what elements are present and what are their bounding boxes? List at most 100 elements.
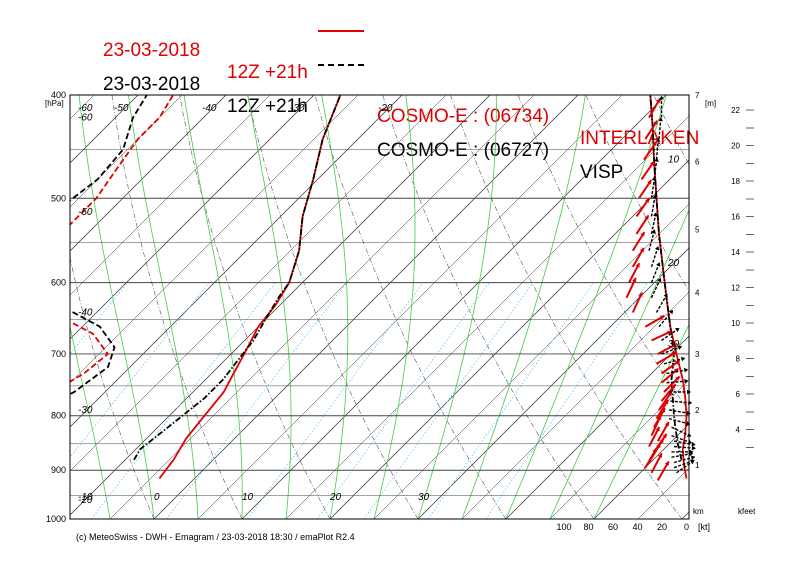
visp-temperature-line <box>133 95 342 461</box>
height-km-tick: 1 <box>695 461 700 470</box>
dry-adiabat <box>179 95 331 519</box>
wind-barb-head <box>668 309 674 315</box>
wind-barb-head <box>673 368 679 373</box>
pressure-tick-label: 1000 <box>46 514 66 524</box>
wind-barb-head <box>658 117 663 122</box>
height-km-tick: 5 <box>695 226 700 235</box>
footer-credit: (c) MeteoSwiss - DWH - Emagram / 23-03-2… <box>76 532 355 542</box>
plot-frame <box>69 94 690 520</box>
wind-axis-tick: 0 <box>684 522 689 532</box>
moist-adiabat <box>128 95 199 519</box>
wind-barb-head <box>655 427 660 432</box>
wind-barb-head <box>656 98 661 103</box>
kfeet-tick: 8 <box>736 355 741 364</box>
wind-barb-head <box>675 376 680 381</box>
isotherm <box>593 423 689 519</box>
wind-barb-head <box>662 433 667 439</box>
wind-barb-head <box>667 330 672 335</box>
pressure-tick-label: 500 <box>51 193 66 203</box>
wind-barb-head <box>672 343 678 348</box>
wind-barb-head <box>684 367 689 373</box>
wind-barb-head <box>690 455 696 460</box>
wind-barb-head <box>663 293 668 298</box>
mixing-ratio-label: 30 <box>668 339 680 350</box>
wind-axis-tick: 40 <box>632 522 642 532</box>
wind-barb-head <box>667 391 672 397</box>
legend-model: COSMO-E : (06734) <box>377 106 550 127</box>
dry-adiabat <box>382 95 595 519</box>
isotherm <box>637 467 689 519</box>
wind-barb-head <box>671 384 676 389</box>
isotherm <box>726 95 800 519</box>
interlaken-temperature-line <box>158 95 342 479</box>
pressure-tick-label: 900 <box>51 465 66 475</box>
pressure-tick-label: 800 <box>51 411 66 421</box>
isotherm <box>417 247 689 519</box>
wind-barb-head <box>659 95 664 100</box>
wind-barb-head <box>659 315 665 320</box>
moist-adiabat <box>417 95 497 519</box>
temperature-label: -20 <box>78 495 93 506</box>
isotherm <box>70 95 271 296</box>
isotherm <box>70 95 359 384</box>
temperature-label: 30 <box>418 492 430 503</box>
wind-axis-tick: 20 <box>657 522 667 532</box>
mixing-ratio-line <box>166 282 348 519</box>
moist-adiabat <box>247 95 292 519</box>
kfeet-tick: 20 <box>731 142 740 151</box>
wind-barb-head <box>638 292 643 297</box>
temperature-label: -40 <box>202 103 217 114</box>
kfeet-label: kfeet <box>738 507 756 516</box>
mixing-ratio-line <box>247 282 424 519</box>
dry-adiabat <box>0 95 66 519</box>
isotherm <box>70 95 139 164</box>
legend-line-solid-sample <box>318 30 364 32</box>
mixing-ratio-line <box>427 282 594 519</box>
wind-barb-head <box>675 360 680 365</box>
interlaken-dewpoint-line <box>70 95 174 383</box>
wind-axis-tick: 80 <box>583 522 593 532</box>
isotherm <box>70 95 315 340</box>
wind-barb-head <box>639 247 644 253</box>
wind-barb-head <box>691 441 696 447</box>
mixing-ratio-line <box>316 282 490 519</box>
isotherm <box>70 95 227 252</box>
isotherm <box>770 95 800 519</box>
mixing-ratio-line <box>90 282 276 519</box>
kfeet-tick: 12 <box>731 284 740 293</box>
wind-barb-head <box>677 345 683 350</box>
height-km-tick: 6 <box>695 158 700 167</box>
isotherm <box>285 115 689 519</box>
wind-barb-head <box>656 262 661 267</box>
wind-barb-head <box>652 141 657 147</box>
isotherm <box>70 95 403 428</box>
dry-adiabat <box>721 95 800 519</box>
wind-barb-head <box>657 277 662 283</box>
kfeet-tick: 18 <box>731 177 740 186</box>
pressure-tick-label: 700 <box>51 349 66 359</box>
isotherm <box>681 511 689 519</box>
isotherm <box>505 335 689 519</box>
moist-adiabat <box>321 95 349 519</box>
wind-barb-head <box>632 277 637 283</box>
temperature-label: 0 <box>154 492 160 503</box>
temperature-label: -30 <box>290 103 305 114</box>
mixing-ratio-line <box>70 282 210 459</box>
kfeet-tick: 22 <box>731 106 740 115</box>
isotherm <box>241 95 667 519</box>
moist-adiabat <box>461 95 586 519</box>
mixing-ratio-line <box>485 282 649 519</box>
wind-barb-head <box>658 453 663 458</box>
wind-barb-head <box>691 445 696 451</box>
temperature-label: -20 <box>378 103 393 114</box>
wind-axis-tick: 60 <box>608 522 618 532</box>
mixing-ratio-label: 10 <box>668 155 680 166</box>
wind-axis-tick: 100 <box>556 522 571 532</box>
wind-barb-head <box>664 422 669 427</box>
wind-barb-head <box>661 408 666 413</box>
dry-adiabat <box>789 95 800 519</box>
wind-barb-head <box>671 352 676 357</box>
wind-barb-head <box>690 459 695 464</box>
height-km-tick: 3 <box>695 350 700 359</box>
kfeet-tick: 4 <box>736 426 741 435</box>
